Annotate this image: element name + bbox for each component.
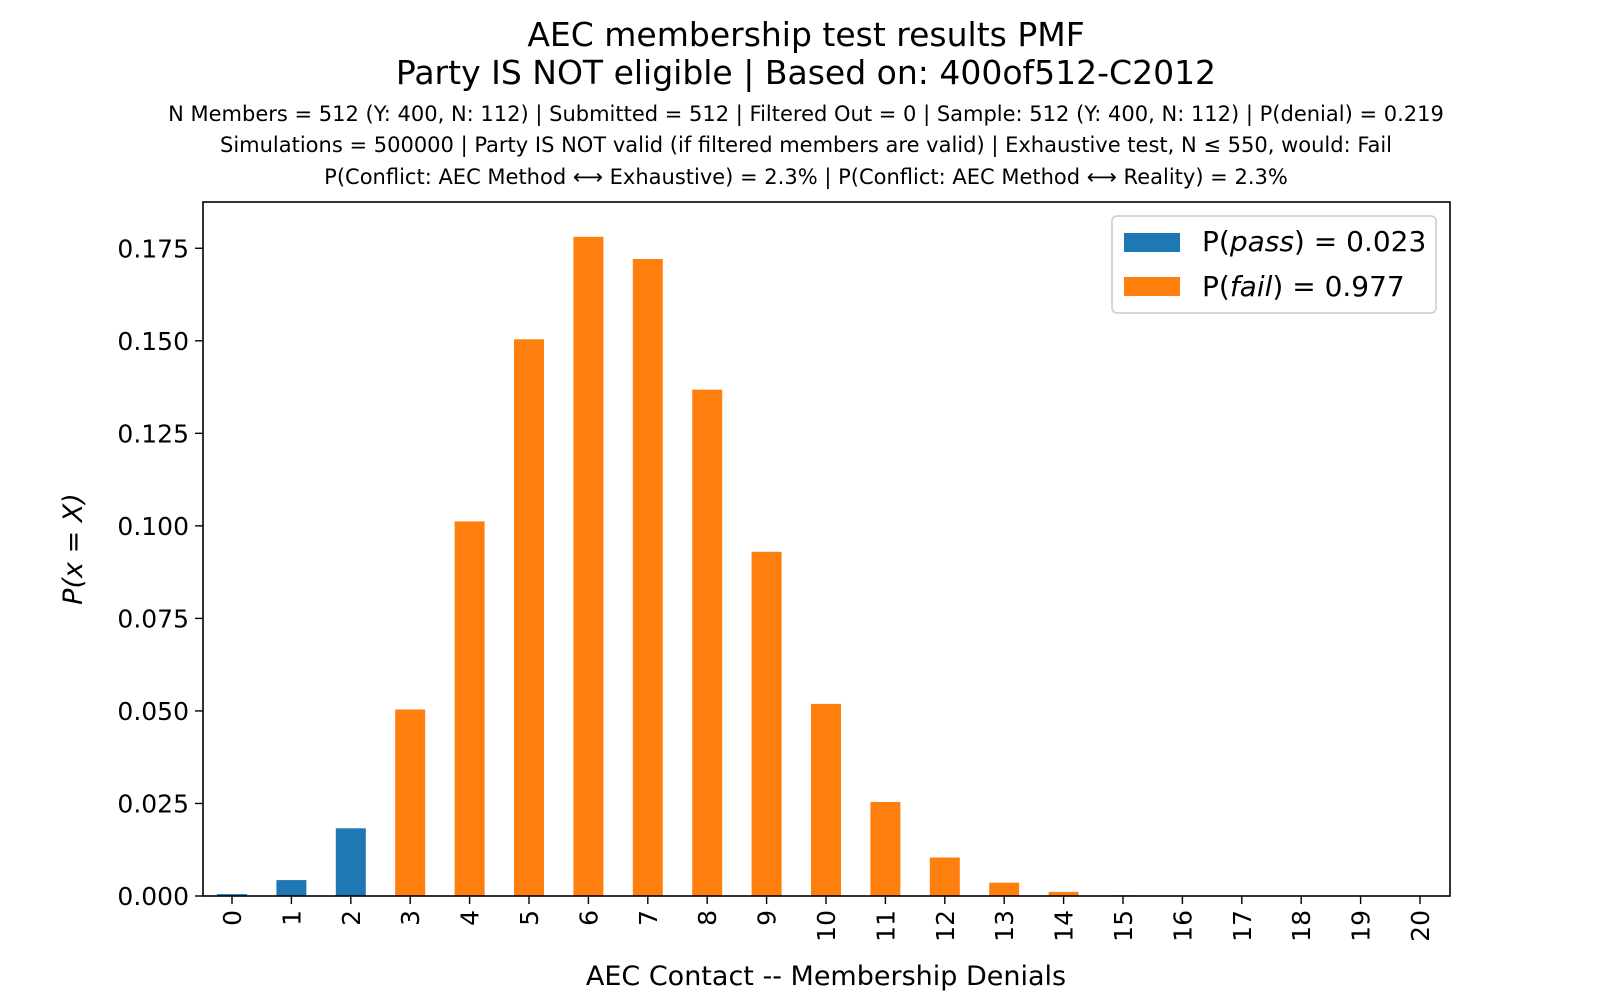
x-tick-label-4: 4: [456, 910, 485, 926]
legend-swatch-fail: [1124, 277, 1180, 296]
y-axis-label: P(x = X): [58, 493, 89, 605]
y-tick-label-4: 0.100: [117, 512, 189, 541]
chart-subtitle: Party IS NOT eligible | Based on: 400of5…: [396, 53, 1216, 92]
x-tick-label-2: 2: [337, 910, 366, 926]
info-line-2: Simulations = 500000 | Party IS NOT vali…: [220, 133, 1392, 158]
y-tick-label-2: 0.050: [117, 697, 189, 726]
bar-3: [395, 709, 426, 896]
x-tick-label-14: 14: [1050, 910, 1079, 942]
x-tick-label-10: 10: [812, 910, 841, 942]
x-tick-label-1: 1: [277, 910, 306, 926]
info-line-3: P(Conflict: AEC Method ⟷ Exhaustive) = 2…: [324, 165, 1288, 190]
bar-5: [514, 339, 544, 896]
y-tick-label-0: 0.000: [117, 882, 189, 911]
y-tick-label-5: 0.125: [117, 419, 189, 448]
bar-7: [632, 259, 663, 896]
bar-10: [811, 703, 841, 896]
x-tick-label-8: 8: [693, 910, 722, 926]
legend-box: [1111, 215, 1437, 314]
y-tick-label-3: 0.075: [117, 604, 189, 633]
chart-title: AEC membership test results PMF: [527, 15, 1084, 54]
y-tick-label-1: 0.025: [117, 789, 189, 818]
x-tick-label-7: 7: [634, 910, 663, 926]
plot-frame: [202, 201, 1451, 897]
bar-11: [870, 802, 901, 896]
y-tick-label-7: 0.175: [117, 234, 189, 263]
x-tick-label-9: 9: [753, 910, 782, 926]
legend-swatch-pass: [1124, 233, 1180, 252]
bars-group: [217, 236, 1198, 897]
bar-2: [335, 828, 366, 896]
x-tick-label-16: 16: [1168, 910, 1197, 942]
x-tick-label-20: 20: [1406, 910, 1435, 942]
bar-9: [751, 551, 782, 896]
y-axis-ticks: 0.000 0.025 0.050 0.075 0.100 0.125 0.150 0.175: [117, 234, 203, 911]
bar-13: [989, 882, 1020, 896]
legend-label-fail: P(fail) = 0.977: [1202, 270, 1405, 303]
x-tick-label-12: 12: [931, 910, 960, 942]
bar-14: [1048, 891, 1079, 896]
legend: P(pass) = 0.023 P(fail) = 0.977: [1111, 215, 1437, 314]
x-tick-label-3: 3: [396, 910, 425, 926]
x-tick-label-11: 11: [871, 910, 900, 942]
x-axis-label: AEC Contact -- Membership Denials: [586, 961, 1066, 992]
x-tick-label-19: 19: [1347, 910, 1376, 942]
info-line-1: N Members = 512 (Y: 400, N: 112) | Submi…: [168, 102, 1444, 127]
x-tick-label-5: 5: [515, 910, 544, 926]
bar-8: [692, 389, 723, 896]
x-tick-label-0: 0: [218, 910, 247, 926]
x-tick-label-15: 15: [1109, 910, 1138, 942]
x-tick-label-13: 13: [990, 910, 1019, 942]
x-axis-ticks: 0 1 2 3 4 5 6 7 8 9 10 11 12 13 14 15 16 17 18 19 20: [218, 896, 1435, 942]
bar-6: [573, 236, 604, 897]
x-tick-label-6: 6: [574, 910, 603, 926]
legend-label-pass: P(pass) = 0.023: [1202, 225, 1426, 258]
x-tick-label-17: 17: [1228, 910, 1257, 942]
bar-0: [217, 894, 247, 896]
bar-4: [454, 521, 485, 896]
bar-12: [929, 857, 960, 896]
bar-1: [276, 880, 307, 896]
x-tick-label-18: 18: [1287, 910, 1316, 942]
y-tick-label-6: 0.150: [117, 327, 189, 356]
